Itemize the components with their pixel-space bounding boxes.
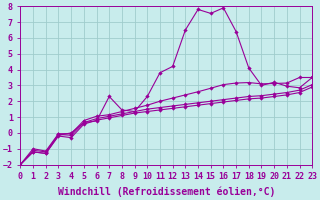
X-axis label: Windchill (Refroidissement éolien,°C): Windchill (Refroidissement éolien,°C) <box>58 187 275 197</box>
